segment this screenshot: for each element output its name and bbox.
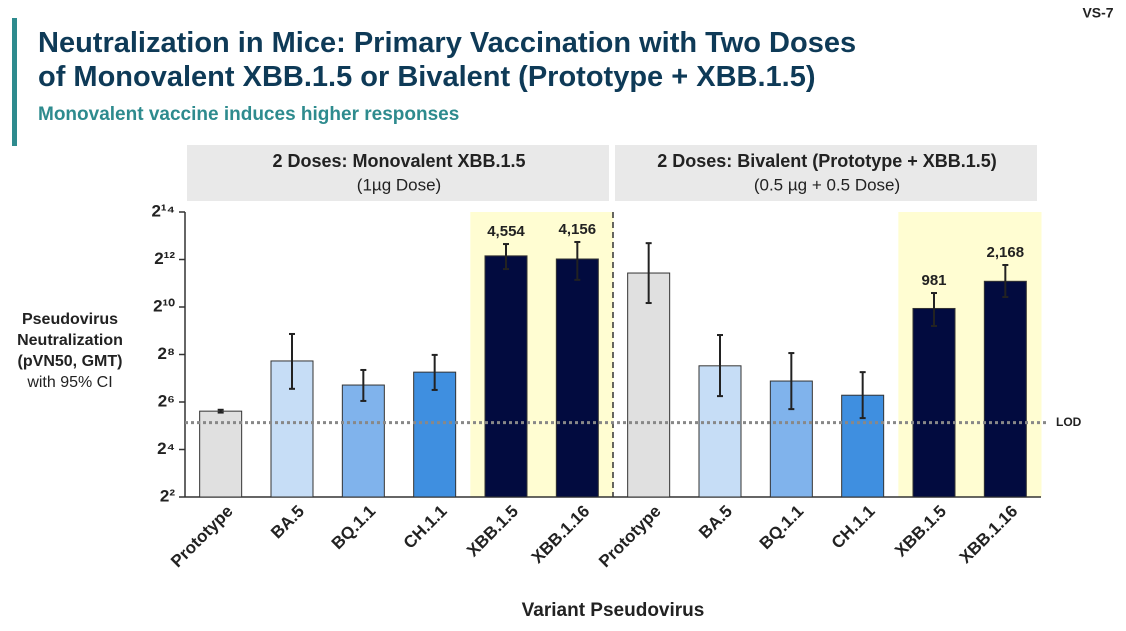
x-tick-label: BA.5 <box>267 502 308 543</box>
x-tick-label: BQ.1.1 <box>756 502 808 554</box>
bar <box>199 410 243 498</box>
bar <box>270 360 314 498</box>
chart-subtitle: Monovalent vaccine induces higher respon… <box>38 104 459 125</box>
data-label: 981 <box>921 272 946 289</box>
x-tick-label: Prototype <box>595 502 665 572</box>
x-tick-label: Prototype <box>167 502 237 572</box>
x-tick-label: XBB.1.16 <box>528 502 594 568</box>
x-axis-label: Variant Pseudovirus <box>522 600 705 621</box>
page-id: VS-7 <box>1082 5 1113 21</box>
y-tick-label: 2¹⁴ <box>151 201 175 220</box>
y-axis-label: Pseudovirus <box>22 311 118 328</box>
x-tick-label: CH.1.1 <box>828 502 879 553</box>
y-tick-label: 2⁴ <box>157 439 175 458</box>
x-tick-label: BA.5 <box>695 502 736 543</box>
bar <box>983 280 1027 498</box>
x-tick-label: BQ.1.1 <box>328 502 380 554</box>
x-tick-label: XBB.1.5 <box>891 502 950 561</box>
group-title: 2 Doses: Bivalent (Prototype + XBB.1.5) <box>657 151 997 171</box>
x-tick-label: XBB.1.16 <box>956 502 1022 568</box>
lod-label: LOD <box>1056 415 1082 429</box>
group-subtitle: (1µg Dose) <box>357 175 441 194</box>
y-tick-label: 2² <box>160 486 175 505</box>
y-tick-label: 2¹² <box>154 249 175 268</box>
chart-title: Neutralization in Mice: Primary Vaccinat… <box>38 27 856 59</box>
y-axis-label: with 95% CI <box>26 374 112 391</box>
bar <box>484 255 528 498</box>
group-title: 2 Doses: Monovalent XBB.1.5 <box>272 151 525 171</box>
bar <box>555 258 599 498</box>
y-tick-label: 2¹⁰ <box>153 296 175 315</box>
y-tick-label: 2⁶ <box>158 391 175 410</box>
group-header <box>615 145 1037 201</box>
bar <box>912 307 956 498</box>
y-axis-label: (pVN50, GMT) <box>18 353 123 370</box>
x-tick-label: XBB.1.5 <box>463 502 522 561</box>
bar <box>627 272 671 498</box>
group-header <box>187 145 609 201</box>
x-tick-label: CH.1.1 <box>400 502 451 553</box>
y-axis-label: Neutralization <box>17 332 123 349</box>
group-subtitle: (0.5 µg + 0.5 Dose) <box>754 175 900 194</box>
data-label: 4,156 <box>559 221 597 238</box>
data-label: 4,554 <box>487 223 525 240</box>
bar <box>413 371 457 498</box>
data-label: 2,168 <box>987 244 1025 261</box>
accent-bar <box>12 18 17 146</box>
chart-title: of Monovalent XBB.1.5 or Bivalent (Proto… <box>38 61 816 93</box>
y-tick-label: 2⁸ <box>158 344 176 363</box>
